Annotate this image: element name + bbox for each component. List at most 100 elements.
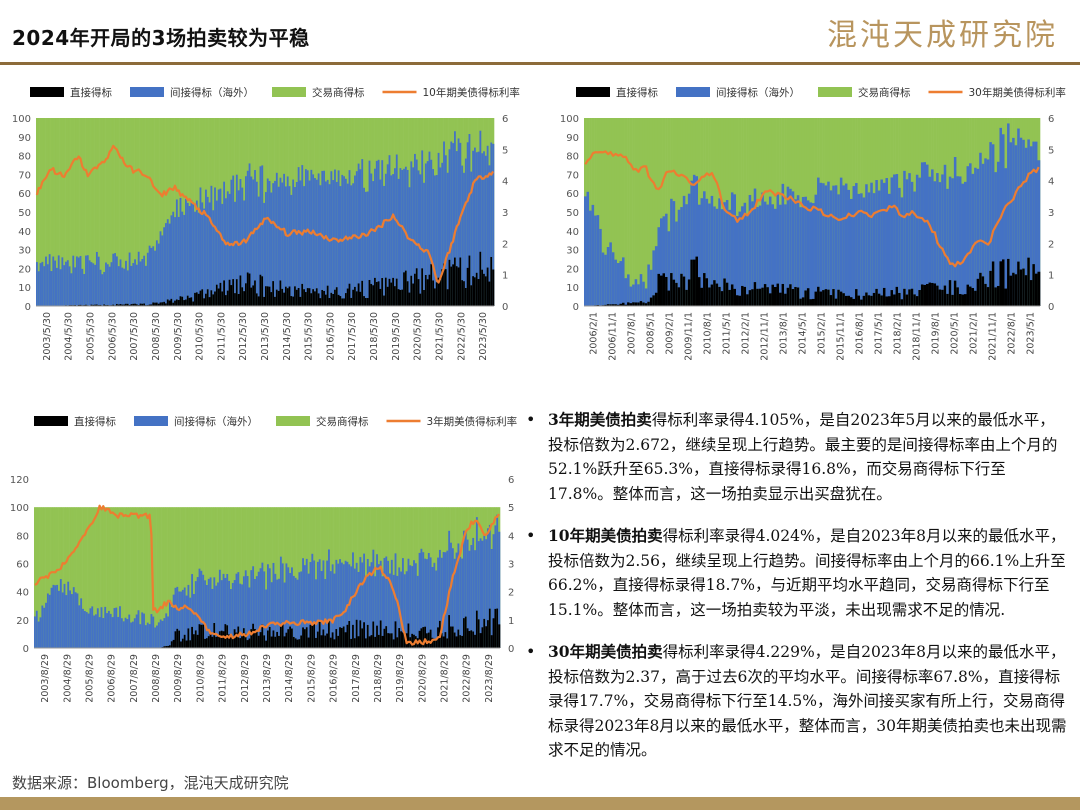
bar-dealer	[141, 507, 144, 648]
bar-direct	[893, 294, 896, 306]
bar-indirect	[903, 170, 907, 306]
bar-direct	[713, 280, 717, 306]
bar-indirect	[822, 183, 825, 306]
bar-dealer	[57, 118, 60, 306]
bar-direct	[332, 294, 335, 306]
legend-label: 交易商得标	[312, 86, 365, 99]
bar-indirect	[48, 254, 51, 306]
bar-dealer	[104, 507, 107, 648]
bar-indirect	[152, 246, 155, 306]
bar-dealer	[117, 507, 120, 648]
bar-dealer	[35, 507, 38, 648]
bar-indirect	[366, 558, 370, 648]
legend-swatch	[30, 87, 64, 97]
bar-dealer	[649, 118, 653, 306]
bar-indirect	[812, 203, 815, 306]
bar-indirect	[306, 170, 309, 306]
left-tick-label: 50	[566, 208, 579, 219]
left-tick-label: 70	[566, 170, 579, 181]
bar-direct	[910, 288, 914, 306]
bar-direct	[406, 281, 409, 306]
bar-indirect	[109, 613, 112, 648]
bar-direct	[106, 304, 109, 306]
bar-direct	[986, 287, 990, 306]
bar-indirect	[466, 142, 469, 306]
bar-indirect	[69, 590, 72, 648]
bar-indirect	[490, 142, 493, 306]
bar-indirect	[814, 194, 818, 306]
bar-dealer	[74, 507, 77, 648]
bar-direct	[758, 288, 762, 306]
bar-direct	[265, 640, 268, 648]
bar-indirect	[335, 559, 338, 648]
bar-indirect	[157, 243, 160, 306]
bar-direct	[272, 630, 275, 648]
bar-indirect	[677, 209, 681, 306]
bar-direct	[215, 284, 219, 306]
bar-indirect	[317, 173, 320, 306]
bar-direct	[125, 303, 128, 306]
bar-direct	[179, 296, 182, 306]
bar-indirect	[135, 614, 138, 648]
bar-indirect	[839, 177, 843, 306]
bar-indirect	[920, 162, 924, 306]
right-tick-label: 1	[502, 271, 508, 282]
bar-indirect	[190, 200, 193, 306]
bar-direct	[455, 266, 458, 306]
bar-indirect	[364, 191, 368, 306]
bar-direct	[359, 291, 362, 306]
bar-indirect	[931, 169, 934, 306]
bar-direct	[167, 645, 170, 648]
bar-direct	[779, 292, 782, 306]
bar-indirect	[207, 578, 210, 648]
bar-direct	[257, 296, 260, 306]
bar-direct	[895, 286, 899, 306]
x-tick-label: 2006/5/30	[107, 312, 118, 361]
left-tick-label: 20	[566, 264, 579, 275]
bar-indirect	[199, 187, 202, 306]
bar-direct	[824, 289, 828, 306]
bar-indirect	[211, 588, 214, 648]
bar-indirect	[444, 155, 448, 306]
bar-indirect	[300, 571, 303, 648]
bar-indirect	[297, 167, 300, 306]
bar-indirect	[111, 617, 114, 648]
right-tick-label: 2	[1048, 239, 1054, 250]
bar-indirect	[117, 616, 120, 648]
bar-indirect	[209, 577, 212, 648]
bar-indirect	[867, 192, 871, 306]
bar-direct	[644, 303, 648, 306]
bar-dealer	[119, 118, 122, 306]
bar-direct	[839, 291, 843, 306]
bar-indirect	[45, 602, 48, 648]
bar-indirect	[622, 257, 625, 306]
bar-direct	[99, 304, 102, 306]
bar-indirect	[943, 164, 947, 306]
bar-direct	[989, 270, 993, 306]
bar-indirect	[619, 261, 623, 306]
bar-indirect	[283, 582, 286, 648]
bar-dealer	[167, 507, 170, 648]
bar-indirect	[766, 204, 770, 306]
bar-indirect	[599, 228, 603, 306]
bar-dealer	[92, 118, 95, 306]
bar-direct	[619, 303, 623, 306]
bar-direct	[139, 303, 142, 306]
bar-dealer	[662, 118, 666, 306]
bar-direct	[677, 287, 681, 306]
bar-indirect	[374, 168, 377, 306]
bar-direct	[455, 636, 458, 648]
bar-dealer	[241, 507, 244, 648]
bar-indirect	[95, 614, 98, 648]
bar-indirect	[114, 253, 117, 306]
bar-direct	[426, 633, 429, 648]
bar-indirect	[39, 617, 42, 648]
left-tick-label: 20	[18, 264, 31, 275]
bar-direct	[248, 638, 251, 648]
bar-indirect	[394, 168, 397, 306]
bar-indirect	[363, 187, 366, 306]
bar-direct	[439, 279, 442, 306]
bar-indirect	[35, 610, 38, 648]
bar-dealer	[205, 507, 209, 648]
bar-direct	[366, 624, 370, 648]
